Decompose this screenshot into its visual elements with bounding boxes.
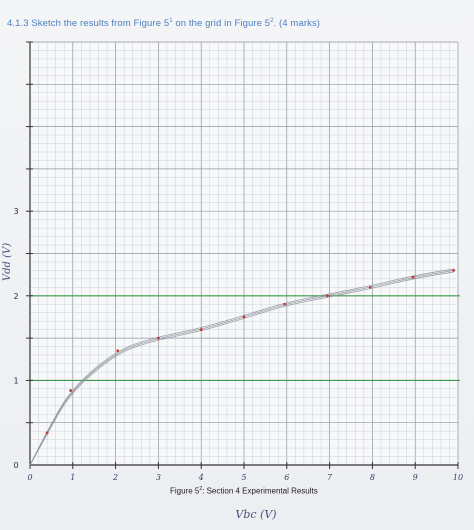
- figure-caption: Figure 52: Section 4 Experimental Result…: [170, 486, 318, 496]
- data-point: [326, 294, 329, 298]
- data-point: [283, 302, 287, 306]
- x-tick-label: 0: [27, 473, 32, 482]
- data-point: [411, 275, 415, 279]
- data-point: [45, 431, 49, 435]
- x-tick-label: 4: [198, 473, 204, 482]
- y-axis-label: Vdd (V): [2, 243, 13, 281]
- data-point: [368, 285, 372, 289]
- sketch-curve: [29, 271, 454, 466]
- x-tick-label: 5: [241, 473, 246, 482]
- y-tick-label: 3: [13, 207, 18, 216]
- x-tick-label: 2: [112, 473, 118, 482]
- data-point: [199, 328, 203, 332]
- x-axis-label: Vbc (V): [235, 508, 276, 521]
- y-tick-label: 2: [13, 292, 18, 301]
- x-tick-label: 9: [413, 473, 418, 482]
- data-point: [452, 269, 456, 272]
- x-tick-label: 6: [284, 473, 289, 482]
- y-tick-label: 1: [13, 376, 18, 385]
- x-tick-label: 3: [156, 473, 161, 482]
- y-tick-label: 0: [13, 461, 18, 470]
- question-text: 4.1.3 Sketch the results from Figure 51 …: [7, 18, 321, 30]
- data-point: [157, 336, 160, 340]
- x-tick-label: 10: [453, 473, 463, 482]
- sketch-curve: [29, 268, 454, 466]
- data-point: [69, 389, 73, 392]
- sketch-curve: [29, 270, 454, 466]
- data-point: [242, 315, 246, 319]
- x-tick-label: 7: [327, 473, 333, 482]
- data-point: [116, 349, 120, 353]
- x-tick-label: 1: [70, 473, 75, 482]
- x-tick-label: 8: [370, 473, 375, 482]
